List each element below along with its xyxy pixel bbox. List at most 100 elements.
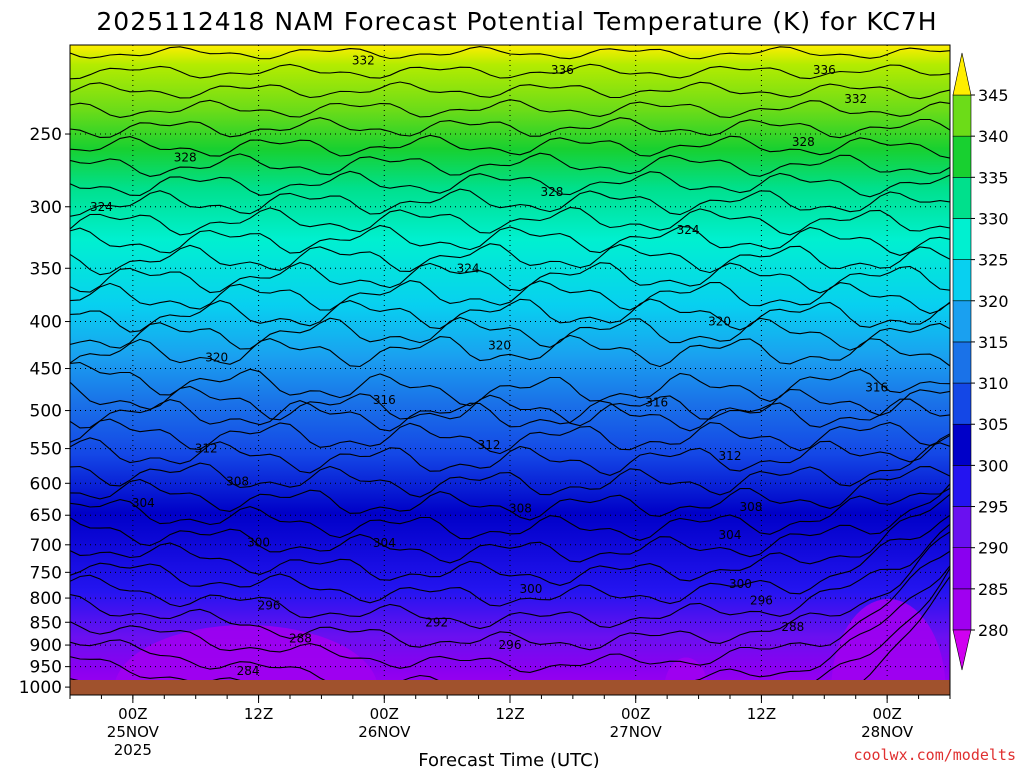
colorbar-min-arrow: [952, 629, 972, 671]
contour-line: [70, 433, 950, 476]
contour-label: 304: [373, 536, 396, 550]
contour-line: [70, 483, 950, 564]
x-tick-label: 27NOV: [610, 723, 663, 741]
contour-label: 296: [499, 638, 522, 652]
y-tick-label: 300: [30, 198, 62, 218]
y-tick-label: 250: [30, 125, 62, 145]
colorbar-tick-label: 280: [978, 621, 1009, 640]
contour-label: 304: [132, 496, 155, 510]
x-tick-label: 00Z: [621, 705, 650, 723]
credit-text: coolwx.com/modelts: [853, 746, 1016, 764]
ground-strip: [70, 680, 950, 695]
contour-label: 332: [844, 92, 867, 106]
plot-area: 332 336 336 332 328 328 328 324 324 324 320 320 320 3…: [70, 45, 950, 695]
contour-label: 308: [739, 500, 762, 514]
contour-label: 312: [478, 438, 501, 452]
contour-label: 300: [729, 577, 752, 591]
cold-pocket-0: [114, 625, 378, 695]
contour-label: 320: [708, 315, 731, 329]
contour-label: 284: [237, 664, 260, 678]
contour-labels: 332 336 336 332 328 328 328 324 324 324 320 320 320 3…: [90, 54, 888, 678]
contour-label: 288: [781, 620, 804, 634]
contour-line: [70, 81, 950, 100]
colorbar-tick-label: 285: [978, 580, 1009, 599]
y-tick-label: 400: [30, 313, 62, 333]
y-tick-label: 900: [30, 636, 62, 656]
y-tick-label: 1000: [19, 678, 62, 698]
contour-label: 324: [90, 200, 113, 214]
y-tick-label: 950: [30, 658, 62, 678]
chart-title: 2025112418 NAM Forecast Potential Temper…: [96, 7, 937, 36]
colorbar-band: [952, 218, 972, 260]
contour-line: [70, 334, 950, 368]
contour-label: 312: [719, 449, 742, 463]
y-tick-label: 800: [30, 589, 62, 609]
colorbar-band: [952, 506, 972, 548]
contour-label: 324: [677, 223, 700, 237]
y-tick-label: 550: [30, 440, 62, 460]
contour-line: [70, 46, 950, 60]
y-tick-label: 650: [30, 506, 62, 526]
contour-line: [70, 298, 950, 333]
colorbar-tick-label: 330: [978, 209, 1009, 228]
x-axis-label: Forecast Time (UTC): [418, 750, 599, 768]
x-tick-label: 28NOV: [861, 723, 914, 741]
contour-label: 308: [226, 474, 249, 488]
contour-label: 316: [865, 381, 888, 395]
colorbar-max-arrow: [952, 52, 972, 96]
colorbar-tick-label: 345: [978, 86, 1009, 105]
contour-line: [70, 442, 950, 498]
colorbar-tick-label: 340: [978, 127, 1009, 146]
colorbar-tick-label: 320: [978, 292, 1009, 311]
y-tick-label: 850: [30, 613, 62, 633]
x-tick-label: 12Z: [244, 705, 273, 723]
contour-label: 320: [205, 351, 228, 365]
colorbar-band: [952, 300, 972, 343]
contour-line: [70, 99, 950, 119]
x-tick-label: 12Z: [747, 705, 776, 723]
contour-line: [70, 206, 950, 236]
contour-label: 288: [289, 631, 312, 645]
contour-line: [70, 262, 950, 294]
contour-label: 296: [258, 598, 281, 612]
contour-label: 320: [488, 339, 511, 353]
colorbar-tick-label: 335: [978, 168, 1009, 187]
x-tick-label: 25NOV: [107, 723, 160, 741]
contour-label: 336: [813, 63, 836, 77]
contour-label: 312: [195, 442, 218, 456]
contour-line: [70, 243, 950, 276]
contour-line: [70, 316, 950, 351]
contour-line: [70, 280, 950, 315]
contour-label: 336: [551, 63, 574, 77]
x-tick-label: 00Z: [872, 705, 901, 723]
contour-label: 328: [540, 185, 563, 199]
x-tick-label: 00Z: [118, 705, 147, 723]
contour-line: [70, 487, 950, 541]
y-tick-label: 350: [30, 259, 62, 279]
contour-label: 296: [750, 594, 773, 608]
colorbar-band: [952, 259, 972, 302]
colorbar: 280 285 290 295 300 305 310 315 320 325 330 335 340 3…: [952, 52, 1009, 671]
colorbar-tick-label: 295: [978, 498, 1009, 517]
colorbar-band: [952, 94, 972, 137]
y-tick-label: 600: [30, 474, 62, 494]
colorbar-tick-label: 315: [978, 333, 1009, 352]
contour-line: [70, 63, 950, 80]
contour-label: 332: [352, 54, 375, 68]
contour-line: [70, 134, 950, 159]
colorbar-tick-label: 300: [978, 456, 1009, 475]
colorbar-band: [952, 177, 972, 219]
colorbar-tick-label: 310: [978, 374, 1009, 393]
contour-line: [70, 398, 950, 432]
contour-label: 328: [792, 135, 815, 149]
colorbar-band: [952, 135, 972, 178]
y-tick-label: 500: [30, 402, 62, 422]
x-tick-label: 12Z: [495, 705, 524, 723]
colorbar-band: [952, 341, 972, 384]
colorbar-band: [952, 547, 972, 590]
colorbar-tick-label: 305: [978, 415, 1009, 434]
contour-line: [70, 514, 950, 607]
y-tick-label: 450: [30, 360, 62, 380]
